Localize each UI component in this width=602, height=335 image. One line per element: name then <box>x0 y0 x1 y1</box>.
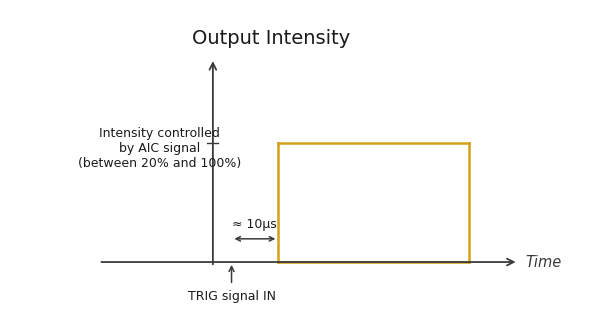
Text: TRIG signal IN: TRIG signal IN <box>188 290 276 304</box>
Text: ≈ 10μs: ≈ 10μs <box>232 218 278 231</box>
Text: Output Intensity: Output Intensity <box>192 29 350 48</box>
Text: Time: Time <box>526 255 562 270</box>
Text: Intensity controlled
by AIC signal
(between 20% and 100%): Intensity controlled by AIC signal (betw… <box>78 127 241 170</box>
